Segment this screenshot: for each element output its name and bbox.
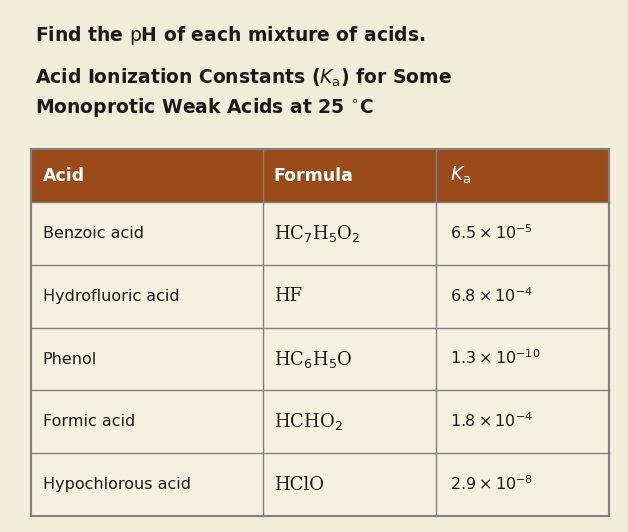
Text: $6.8 \times 10^{-4}$: $6.8 \times 10^{-4}$ <box>450 287 533 306</box>
Text: Hypochlorous acid: Hypochlorous acid <box>43 477 191 492</box>
Text: HC$_7$H$_5$O$_2$: HC$_7$H$_5$O$_2$ <box>274 223 360 244</box>
Text: $2.9 \times 10^{-8}$: $2.9 \times 10^{-8}$ <box>450 475 533 494</box>
Text: $1.3 \times 10^{-10}$: $1.3 \times 10^{-10}$ <box>450 350 540 369</box>
Text: Formic acid: Formic acid <box>43 414 135 429</box>
Text: HF: HF <box>274 287 302 305</box>
Text: $\mathit{K}_{\mathrm{a}}$: $\mathit{K}_{\mathrm{a}}$ <box>450 165 471 186</box>
Text: $1.8 \times 10^{-4}$: $1.8 \times 10^{-4}$ <box>450 412 533 431</box>
Text: Hydrofluoric acid: Hydrofluoric acid <box>43 289 180 304</box>
Text: Acid: Acid <box>43 167 85 185</box>
Bar <box>31 149 609 516</box>
Text: Acid Ionization Constants ($\mathit{K}_{\mathrm{a}}$) for Some: Acid Ionization Constants ($\mathit{K}_{… <box>35 66 452 89</box>
Text: HCHO$_2$: HCHO$_2$ <box>274 411 343 433</box>
Bar <box>31 149 609 516</box>
Text: Benzoic acid: Benzoic acid <box>43 226 144 241</box>
Text: $6.5 \times 10^{-5}$: $6.5 \times 10^{-5}$ <box>450 224 533 243</box>
Text: Formula: Formula <box>274 167 354 185</box>
Bar <box>31 149 609 202</box>
Text: HClO: HClO <box>274 476 324 494</box>
Text: HC$_6$H$_5$O: HC$_6$H$_5$O <box>274 348 352 370</box>
Text: Find the $\mathsf{p}\mathbf{H}$ of each mixture of acids.: Find the $\mathsf{p}\mathbf{H}$ of each … <box>35 24 425 47</box>
Text: Monoprotic Weak Acids at 25 $^{\circ}$C: Monoprotic Weak Acids at 25 $^{\circ}$C <box>35 96 373 119</box>
Text: Phenol: Phenol <box>43 352 97 367</box>
